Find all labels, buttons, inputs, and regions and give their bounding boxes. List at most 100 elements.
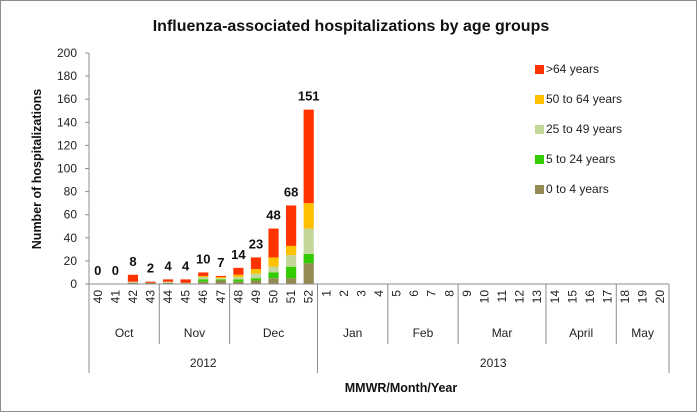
data-label: 0 bbox=[94, 263, 101, 278]
bar-segment bbox=[303, 228, 314, 254]
bar-segment bbox=[268, 266, 279, 273]
x-axis-label: MMWR/Month/Year bbox=[345, 381, 458, 395]
x-tick-label: 45 bbox=[179, 290, 193, 304]
data-label: 23 bbox=[249, 236, 263, 251]
x-tick-label: 49 bbox=[249, 290, 263, 304]
x-tick-label: 13 bbox=[530, 290, 544, 304]
x-tick-label: 16 bbox=[583, 290, 597, 304]
bar-segment bbox=[215, 277, 226, 279]
bar-segment bbox=[233, 274, 244, 278]
data-label: 8 bbox=[129, 254, 136, 269]
x-tick-label: 9 bbox=[460, 290, 474, 297]
year-label: 2013 bbox=[480, 356, 507, 370]
x-tick-label: 4 bbox=[372, 290, 386, 297]
x-tick-label: 8 bbox=[442, 290, 456, 297]
x-tick-label: 47 bbox=[214, 290, 228, 304]
bar-segment bbox=[127, 274, 139, 282]
data-label: 68 bbox=[284, 184, 298, 199]
bar-segment bbox=[268, 257, 279, 267]
bar-segment bbox=[145, 282, 156, 284]
data-label: 4 bbox=[182, 258, 190, 273]
bar-segment bbox=[198, 277, 209, 280]
bar-segment bbox=[303, 203, 314, 229]
month-label: Feb bbox=[413, 326, 434, 340]
data-label: 151 bbox=[298, 89, 320, 104]
month-label: Mar bbox=[492, 326, 513, 340]
y-tick-label: 200 bbox=[57, 46, 77, 60]
bar-segment bbox=[303, 253, 314, 264]
bar-segment bbox=[286, 278, 297, 284]
bar-segment bbox=[215, 275, 226, 278]
month-label: Dec bbox=[263, 326, 284, 340]
data-label: 48 bbox=[266, 208, 280, 223]
bar-segment bbox=[233, 267, 244, 275]
month-label: May bbox=[631, 326, 654, 340]
legend-label: 5 to 24 years bbox=[546, 152, 615, 166]
y-tick-label: 180 bbox=[57, 69, 77, 83]
x-tick-label: 19 bbox=[636, 290, 650, 304]
bar-segment bbox=[215, 278, 226, 280]
x-tick-label: 52 bbox=[302, 290, 316, 304]
data-label: 14 bbox=[231, 247, 246, 262]
bar-segment bbox=[250, 268, 262, 274]
y-tick-label: 60 bbox=[64, 208, 78, 222]
bar-segment bbox=[268, 272, 279, 279]
legend-swatch bbox=[535, 95, 544, 104]
x-tick-label: 50 bbox=[267, 290, 281, 304]
bar-segment bbox=[250, 280, 262, 284]
legend-swatch bbox=[535, 155, 544, 164]
x-tick-label: 15 bbox=[565, 290, 579, 304]
bar-segment bbox=[286, 266, 297, 279]
bar-segment bbox=[162, 282, 174, 284]
bar-segment bbox=[268, 278, 279, 284]
y-tick-label: 40 bbox=[64, 231, 78, 245]
x-tick-label: 20 bbox=[653, 290, 667, 304]
y-axis-label: Number of hospitalizations bbox=[30, 89, 44, 249]
bar-segment bbox=[215, 279, 226, 281]
data-label: 10 bbox=[196, 251, 210, 266]
legend-label: >64 years bbox=[546, 62, 599, 76]
month-label: Nov bbox=[184, 326, 205, 340]
bar-segment bbox=[286, 245, 297, 256]
x-tick-label: 41 bbox=[108, 290, 122, 304]
legend-label: 0 to 4 years bbox=[546, 182, 609, 196]
bar-segment bbox=[162, 279, 174, 282]
bar-segment bbox=[233, 281, 244, 284]
bar-segment bbox=[198, 281, 209, 284]
legend-swatch bbox=[535, 65, 544, 74]
chart-title: Influenza-associated hospitalizations by… bbox=[153, 18, 550, 35]
bar-segment bbox=[268, 228, 279, 258]
bar-segment bbox=[198, 272, 209, 276]
bar-segment bbox=[303, 109, 314, 204]
bar-segment bbox=[127, 282, 139, 284]
x-tick-label: 18 bbox=[618, 290, 632, 304]
y-tick-label: 80 bbox=[64, 185, 78, 199]
month-label: Jan bbox=[343, 326, 362, 340]
x-tick-label: 10 bbox=[477, 290, 491, 304]
data-label: 7 bbox=[217, 255, 224, 270]
bar-segment bbox=[162, 281, 174, 283]
bar-segment bbox=[303, 263, 314, 284]
x-tick-label: 3 bbox=[354, 290, 368, 297]
bar-segment bbox=[180, 282, 191, 284]
bar-segment bbox=[250, 257, 262, 269]
x-tick-label: 43 bbox=[144, 290, 158, 304]
legend-swatch bbox=[535, 125, 544, 134]
data-label: 0 bbox=[112, 263, 119, 278]
y-tick-label: 20 bbox=[64, 254, 78, 268]
bar-segment bbox=[250, 273, 262, 279]
bar-segment bbox=[215, 280, 226, 284]
x-tick-label: 11 bbox=[495, 290, 509, 303]
x-tick-label: 48 bbox=[231, 290, 245, 304]
x-tick-label: 6 bbox=[407, 290, 421, 297]
data-label: 4 bbox=[164, 258, 172, 273]
month-label: April bbox=[569, 326, 593, 340]
data-label: 2 bbox=[147, 261, 154, 276]
bar-segment bbox=[180, 279, 191, 283]
legend-label: 50 to 64 years bbox=[546, 92, 622, 106]
bar-segment bbox=[127, 281, 139, 283]
x-axis: 40 41 42 43 44 45 46 47 48 49 50 51 52 1 2 3 4 5 6 7 8 9 10 11 1… bbox=[88, 283, 670, 373]
